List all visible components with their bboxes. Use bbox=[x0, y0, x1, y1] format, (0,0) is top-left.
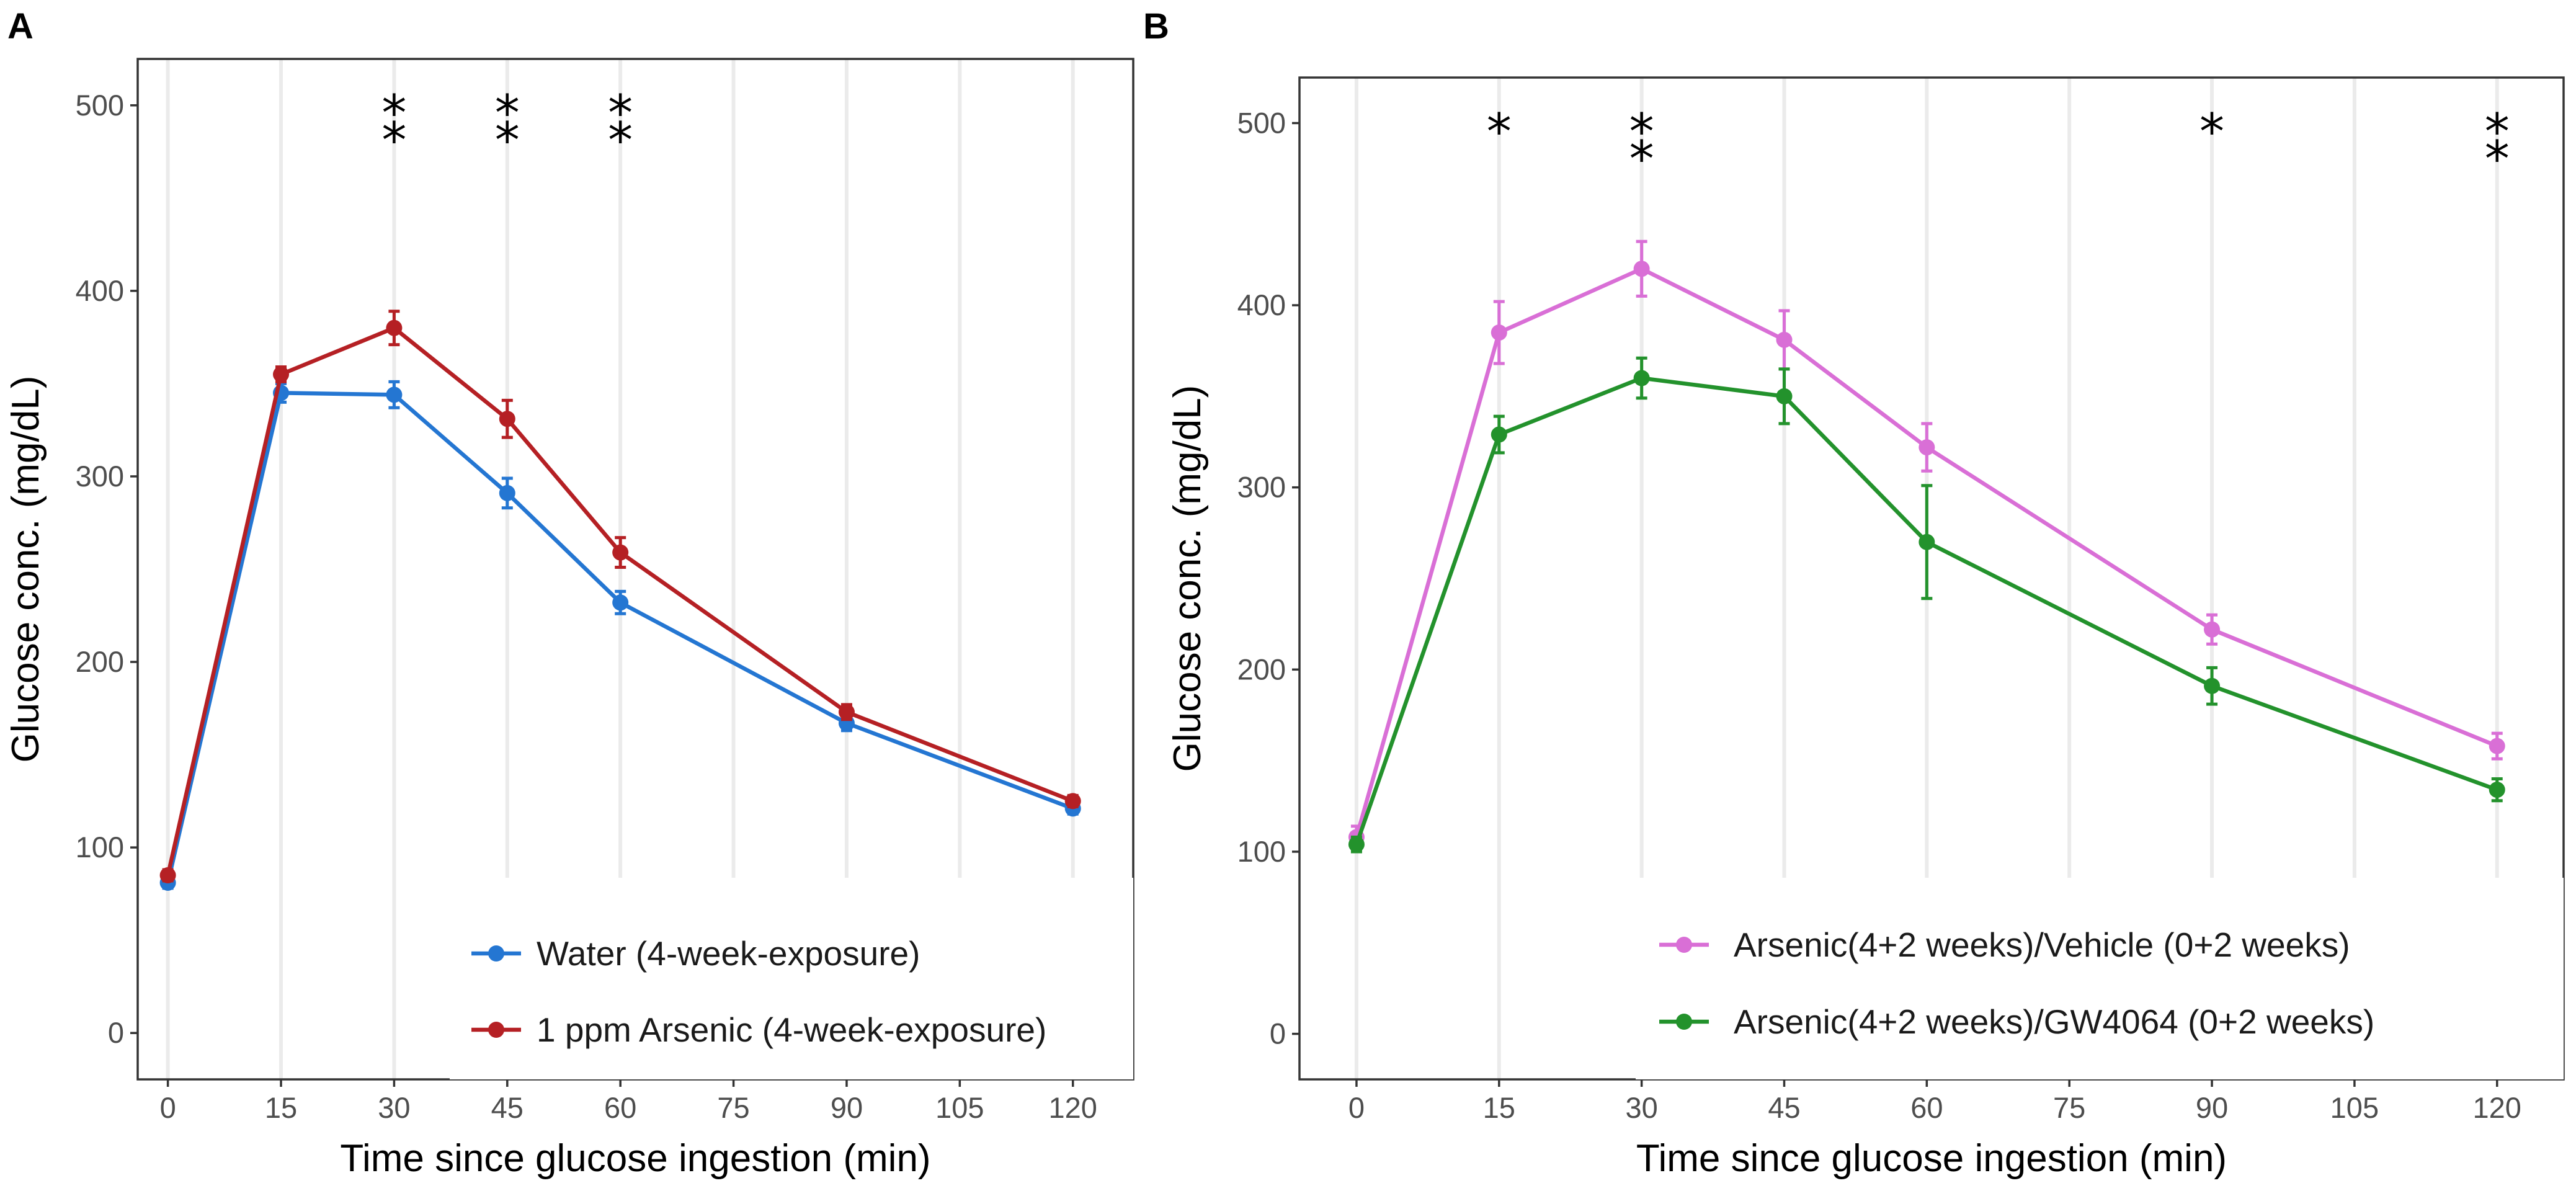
significance-marker: * bbox=[1487, 103, 1512, 161]
x-tick-label: 90 bbox=[2196, 1091, 2228, 1124]
x-tick-label: 75 bbox=[2053, 1091, 2085, 1124]
data-point bbox=[1491, 426, 1507, 443]
legend-label: Water (4-week-exposure) bbox=[537, 934, 920, 973]
significance-marker: * bbox=[608, 84, 633, 142]
data-point bbox=[386, 386, 403, 403]
x-axis-title: Time since glucose ingestion (min) bbox=[340, 1137, 930, 1180]
x-tick-label: 0 bbox=[160, 1091, 176, 1124]
x-axis-title: Time since glucose ingestion (min) bbox=[1636, 1137, 2227, 1180]
data-point bbox=[499, 484, 515, 501]
data-point bbox=[1919, 439, 1935, 456]
data-point bbox=[159, 867, 176, 883]
y-tick-label: 200 bbox=[76, 645, 124, 678]
y-tick-label: 400 bbox=[76, 274, 124, 307]
data-point bbox=[612, 544, 629, 561]
legend-background bbox=[450, 878, 1133, 1079]
data-point bbox=[1348, 836, 1365, 853]
legend-label: Arsenic(4+2 weeks)/Vehicle (0+2 weeks) bbox=[1734, 926, 2350, 964]
y-tick-label: 100 bbox=[76, 831, 124, 864]
data-point bbox=[1064, 793, 1081, 810]
x-tick-label: 45 bbox=[491, 1091, 524, 1124]
data-point bbox=[1491, 324, 1507, 341]
panel-A: A 0 100 200 300 400 500 0 15 30 45 60 75 90 105 120 Time… bbox=[4, 6, 1134, 1180]
y-axis-title: Glucose conc. (mg/dL) bbox=[1166, 385, 1209, 772]
legend-swatch-point bbox=[488, 945, 504, 962]
significance-marker: * bbox=[381, 84, 406, 142]
x-tick-label: 15 bbox=[1483, 1091, 1515, 1124]
significance-marker: * bbox=[1629, 130, 1654, 188]
legend-swatch-point bbox=[1676, 937, 1692, 953]
significance-marker: * bbox=[2485, 103, 2510, 161]
y-tick-label: 100 bbox=[1237, 835, 1286, 868]
data-point bbox=[2204, 621, 2221, 638]
x-tick-label: 75 bbox=[717, 1091, 749, 1124]
x-tick-label: 0 bbox=[1348, 1091, 1365, 1124]
data-point bbox=[838, 703, 855, 720]
y-tick-label: 0 bbox=[1270, 1017, 1286, 1050]
x-tick-label: 120 bbox=[2473, 1091, 2521, 1124]
data-point bbox=[2489, 738, 2505, 754]
x-tick-label: 90 bbox=[831, 1091, 863, 1124]
y-tick-label: 500 bbox=[1237, 106, 1286, 139]
data-point bbox=[1633, 261, 1650, 277]
significance-marker: * bbox=[608, 112, 633, 169]
legend-label: Arsenic(4+2 weeks)/GW4064 (0+2 weeks) bbox=[1734, 1002, 2374, 1041]
data-point bbox=[386, 319, 403, 336]
x-tick-label: 45 bbox=[1768, 1091, 1800, 1124]
significance-marker: * bbox=[1629, 103, 1654, 161]
significance-marker: * bbox=[495, 112, 520, 169]
x-tick-label: 105 bbox=[2330, 1091, 2379, 1124]
x-tick-label: 60 bbox=[604, 1091, 636, 1124]
legend-swatch-point bbox=[1676, 1014, 1692, 1030]
significance-marker: * bbox=[381, 112, 406, 169]
series-2 bbox=[159, 310, 1081, 883]
y-tick-label: 500 bbox=[76, 89, 124, 122]
x-tick-label: 120 bbox=[1049, 1091, 1097, 1124]
data-point bbox=[1776, 388, 1793, 404]
y-tick-label: 300 bbox=[76, 460, 124, 493]
legend-background bbox=[1636, 878, 2564, 1079]
y-tick-label: 0 bbox=[108, 1016, 124, 1049]
y-tick-label: 300 bbox=[1237, 471, 1286, 504]
x-tick-label: 30 bbox=[378, 1091, 410, 1124]
x-tick-label: 60 bbox=[1910, 1091, 1943, 1124]
panel-B: B 0 100 200 300 400 500 0 15 30 45 60 75 90 105 120 Time… bbox=[1143, 6, 2565, 1180]
y-tick-label: 200 bbox=[1237, 653, 1286, 685]
data-point bbox=[2489, 782, 2505, 798]
data-point bbox=[273, 366, 290, 383]
legend-label: 1 ppm Arsenic (4-week-exposure) bbox=[537, 1011, 1046, 1049]
significance-marker: * bbox=[2485, 130, 2510, 188]
x-tick-label: 15 bbox=[265, 1091, 297, 1124]
significance-marker: * bbox=[495, 84, 520, 142]
x-tick-label: 30 bbox=[1625, 1091, 1657, 1124]
series-1 bbox=[1348, 239, 2505, 850]
data-point bbox=[499, 411, 515, 427]
panel-label: A bbox=[7, 6, 33, 47]
data-point bbox=[2204, 677, 2221, 694]
panel-label: B bbox=[1143, 6, 1169, 47]
x-tick-label: 105 bbox=[935, 1091, 984, 1124]
data-point bbox=[1776, 331, 1793, 348]
data-point bbox=[1919, 533, 1935, 550]
y-axis-title: Glucose conc. (mg/dL) bbox=[4, 376, 47, 763]
legend-swatch-point bbox=[488, 1022, 504, 1038]
series-2 bbox=[1348, 356, 2505, 854]
y-tick-label: 400 bbox=[1237, 288, 1286, 321]
data-point bbox=[612, 594, 629, 611]
significance-marker: * bbox=[2199, 103, 2224, 161]
data-point bbox=[1633, 370, 1650, 386]
